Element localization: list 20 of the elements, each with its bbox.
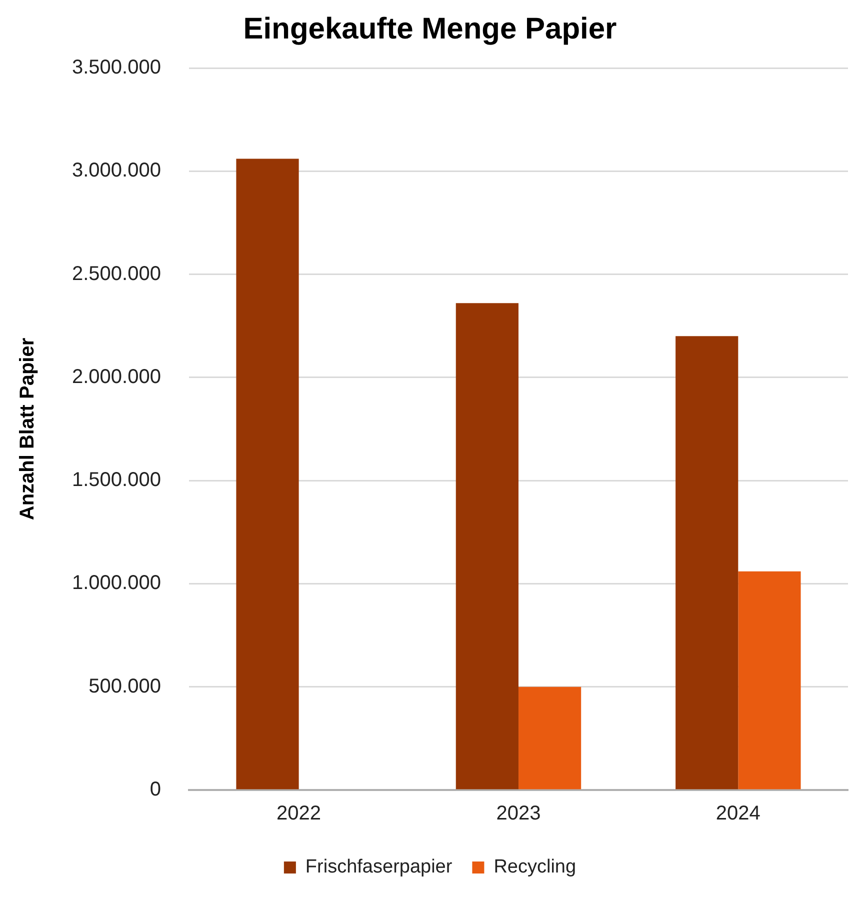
y-tick-label: 2.500.000 — [72, 262, 161, 285]
x-tick-label: 2023 — [496, 802, 541, 825]
y-tick-label: 2.000.000 — [72, 366, 161, 388]
y-axis-title: Anzahl Blatt Papier — [16, 338, 39, 520]
bar — [518, 686, 582, 790]
y-tick-label: 1.000.000 — [72, 572, 161, 594]
chart-title: Eingekaufte Menge Papier — [243, 12, 618, 46]
y-tick-label: 1.500.000 — [72, 469, 161, 492]
bar — [738, 571, 801, 790]
y-tick-label: 3.000.000 — [72, 160, 161, 182]
x-tick-label: 2024 — [716, 802, 760, 825]
legend-label: Recycling — [494, 856, 576, 878]
y-tick-label: 0 — [150, 778, 161, 801]
x-tick-label: 2022 — [276, 802, 322, 825]
bar — [676, 336, 738, 790]
legend-label: Frischfaserpapier — [305, 856, 453, 878]
bar — [236, 158, 299, 790]
y-tick-label: 500.000 — [88, 675, 161, 698]
bar — [456, 303, 518, 790]
y-tick-label: 3.500.000 — [72, 56, 161, 79]
